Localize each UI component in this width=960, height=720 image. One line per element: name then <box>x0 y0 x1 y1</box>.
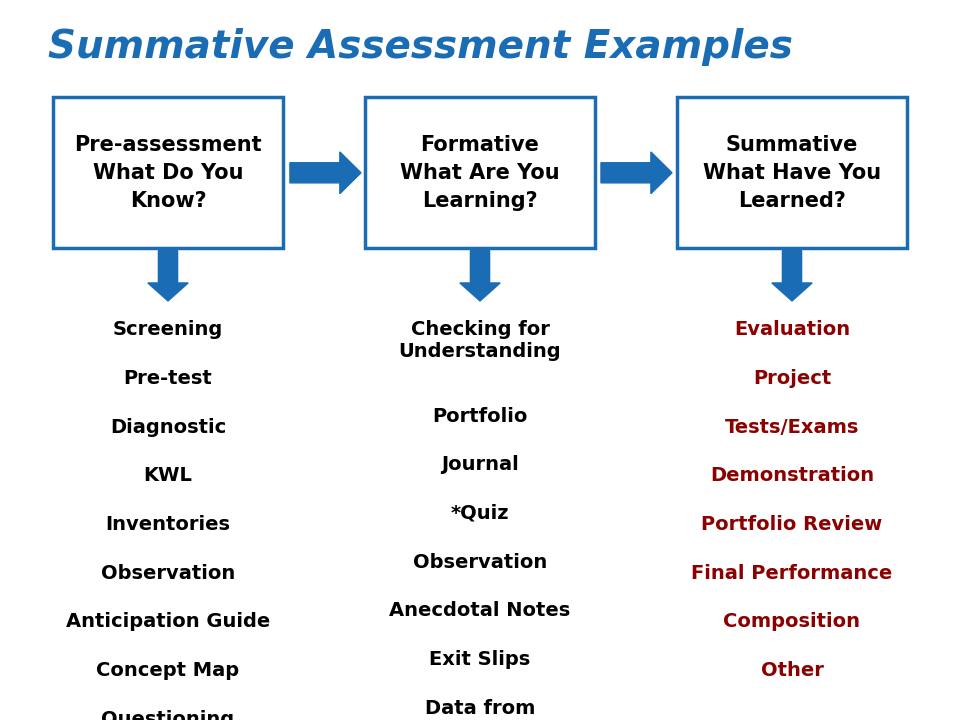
Text: Pre-assessment
What Do You
Know?: Pre-assessment What Do You Know? <box>74 135 262 211</box>
FancyBboxPatch shape <box>365 97 595 248</box>
Text: Portfolio: Portfolio <box>432 407 528 426</box>
FancyArrow shape <box>148 251 188 301</box>
Text: KWL: KWL <box>144 467 192 485</box>
Text: Exit Slips: Exit Slips <box>429 650 531 669</box>
Text: Evaluation: Evaluation <box>734 320 850 339</box>
Text: *Quiz: *Quiz <box>451 504 509 523</box>
Text: Summative
What Have You
Learned?: Summative What Have You Learned? <box>703 135 881 211</box>
Text: Composition: Composition <box>724 613 860 631</box>
FancyBboxPatch shape <box>677 97 907 248</box>
Text: Summative Assessment Examples: Summative Assessment Examples <box>48 28 793 66</box>
Text: Data from
Guided Practice: Data from Guided Practice <box>393 698 567 720</box>
Text: Portfolio Review: Portfolio Review <box>702 515 882 534</box>
Text: Anecdotal Notes: Anecdotal Notes <box>390 601 570 620</box>
FancyArrow shape <box>772 251 812 301</box>
FancyArrow shape <box>601 152 672 194</box>
Text: Formative
What Are You
Learning?: Formative What Are You Learning? <box>400 135 560 211</box>
Text: Diagnostic: Diagnostic <box>109 418 227 437</box>
Text: Final Performance: Final Performance <box>691 564 893 582</box>
Text: Observation: Observation <box>413 552 547 572</box>
Text: Concept Map: Concept Map <box>96 661 240 680</box>
Text: Tests/Exams: Tests/Exams <box>725 418 859 437</box>
FancyArrow shape <box>290 152 361 194</box>
Text: Observation: Observation <box>101 564 235 582</box>
Text: Screening: Screening <box>113 320 223 339</box>
Text: Checking for
Understanding: Checking for Understanding <box>398 320 562 361</box>
Text: Inventories: Inventories <box>106 515 230 534</box>
Text: Questioning: Questioning <box>102 710 234 720</box>
FancyBboxPatch shape <box>53 97 283 248</box>
FancyArrow shape <box>460 251 500 301</box>
Text: Anticipation Guide: Anticipation Guide <box>66 613 270 631</box>
Text: Journal: Journal <box>442 455 518 474</box>
Text: Project: Project <box>753 369 831 388</box>
Text: Demonstration: Demonstration <box>710 467 874 485</box>
Text: Pre-test: Pre-test <box>124 369 212 388</box>
Text: Other: Other <box>760 661 824 680</box>
